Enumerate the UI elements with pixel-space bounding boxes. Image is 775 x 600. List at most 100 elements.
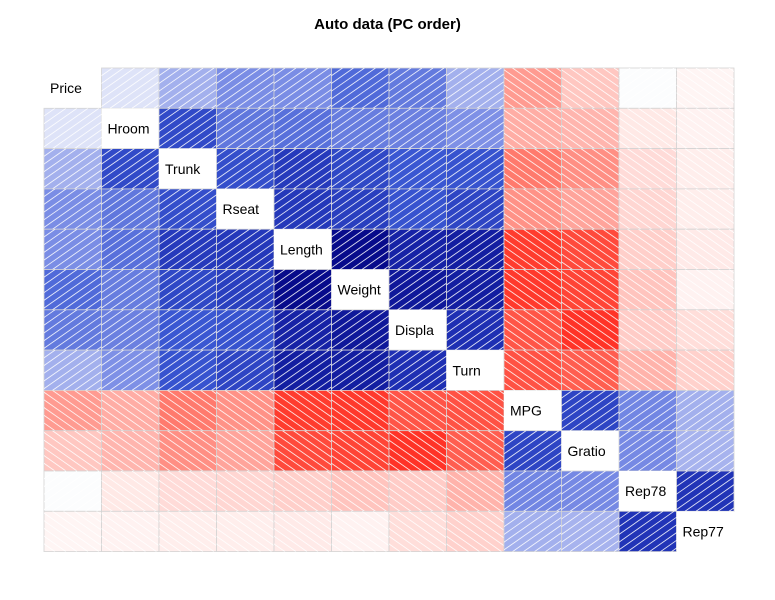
- corr-cell: Hroom: [101, 108, 159, 149]
- variable-label: Rep77: [683, 523, 724, 539]
- corr-cell: [388, 67, 447, 109]
- corr-cell: [561, 269, 620, 311]
- corr-cell: [331, 148, 390, 190]
- corr-cell: [676, 188, 735, 230]
- corr-cell: [561, 510, 620, 552]
- corr-cell: [446, 309, 505, 351]
- corr-cell: [43, 107, 102, 150]
- corr-cell: [388, 269, 447, 311]
- corr-cell: [158, 107, 217, 150]
- corr-cell: [503, 269, 562, 311]
- corr-cell: [503, 107, 562, 150]
- corr-cell: [43, 389, 102, 432]
- corr-cell: [388, 349, 447, 391]
- corr-cell: [101, 269, 160, 311]
- corr-cell: [618, 67, 677, 109]
- corr-cell: [503, 510, 562, 552]
- corr-cell: [388, 107, 447, 150]
- corr-cell: [388, 228, 447, 270]
- corr-cell: [331, 470, 390, 512]
- corr-cell: [618, 188, 677, 230]
- corr-cell: [446, 269, 505, 311]
- corr-cell: [216, 67, 275, 109]
- corr-cell: Turn: [446, 350, 504, 391]
- corr-cell: Weight: [331, 269, 389, 310]
- variable-label: Length: [280, 241, 323, 257]
- corr-cell: [676, 430, 735, 472]
- corr-cell: [158, 389, 217, 432]
- corr-cell: [158, 309, 217, 351]
- corr-cell: [561, 349, 620, 391]
- corr-cell: [273, 389, 332, 432]
- corr-cell: Trunk: [159, 148, 217, 189]
- corr-cell: [158, 430, 217, 472]
- corr-cell: [388, 148, 447, 190]
- variable-label: Gratio: [568, 443, 606, 459]
- corr-cell: [676, 67, 735, 109]
- corr-cell: Displa: [389, 309, 447, 351]
- corr-cell: [561, 389, 620, 432]
- corr-cell: [676, 269, 735, 311]
- variable-label: Rseat: [223, 201, 260, 217]
- corr-cell: [331, 510, 390, 552]
- corr-cell: MPG: [504, 390, 562, 431]
- corr-cell: [388, 188, 447, 230]
- corr-cell: [388, 389, 447, 432]
- corr-cell: [446, 228, 505, 270]
- corr-cell: [331, 309, 390, 351]
- corr-cell: [273, 349, 332, 391]
- corr-cell: [676, 148, 735, 190]
- corr-cell: [216, 107, 275, 150]
- variable-label: Rep78: [625, 483, 666, 499]
- corr-cell: [503, 430, 562, 472]
- corr-cell: [216, 430, 275, 472]
- corr-cell: [216, 269, 275, 311]
- corr-cell: Price: [44, 68, 102, 109]
- corr-cell: [561, 309, 620, 351]
- corr-cell: [446, 510, 505, 552]
- corr-cell: [101, 67, 160, 109]
- corr-cell: [561, 470, 620, 512]
- corr-cell: [503, 67, 562, 109]
- corr-cell: [446, 67, 505, 109]
- corr-cell: [331, 349, 390, 391]
- corr-cell: [503, 148, 562, 190]
- corr-cell: [561, 188, 620, 230]
- corr-cell: [101, 510, 160, 552]
- corr-cell: [503, 349, 562, 391]
- corr-cell: [43, 470, 102, 512]
- corr-cell: [618, 430, 677, 472]
- corr-cell: [101, 309, 160, 351]
- corr-cell: Rep78: [619, 471, 677, 512]
- corr-cell: [446, 148, 505, 190]
- corr-cell: [618, 309, 677, 351]
- chart-title: Auto data (PC order): [314, 16, 461, 33]
- corr-cell: [676, 349, 735, 391]
- corr-cell: [216, 389, 275, 432]
- corr-cell: [101, 389, 160, 432]
- variable-label: MPG: [510, 403, 542, 419]
- variable-label: Hroom: [108, 120, 150, 136]
- corr-cell: [331, 228, 390, 270]
- corr-cell: [273, 309, 332, 351]
- corr-cell: [158, 510, 217, 552]
- corr-cell: [676, 309, 735, 351]
- corr-cell: [388, 470, 447, 512]
- corr-cell: [618, 349, 677, 391]
- corr-cell: Rseat: [216, 188, 274, 230]
- corr-cell: Gratio: [561, 430, 619, 471]
- corr-cell: [618, 269, 677, 311]
- corr-cell: [273, 188, 332, 230]
- corr-cell: [561, 67, 620, 109]
- corr-cell: [216, 470, 275, 512]
- corr-cell: [43, 188, 102, 230]
- corr-cell: [273, 510, 332, 552]
- variable-label: Displa: [395, 322, 434, 338]
- corr-cell: [561, 228, 620, 270]
- corr-cell: Length: [274, 229, 332, 270]
- variable-label: Turn: [453, 362, 481, 378]
- corr-cell: [561, 107, 620, 150]
- corr-cell: [676, 389, 735, 432]
- corr-cell: [158, 269, 217, 311]
- corr-cell: [43, 269, 102, 311]
